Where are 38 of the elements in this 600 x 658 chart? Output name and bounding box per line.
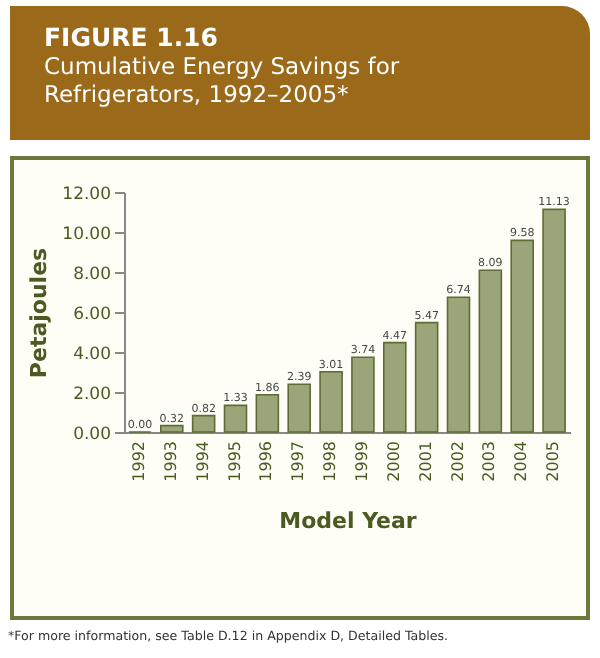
x-tick-label: 2002 [448,441,467,482]
x-tick-label: 2003 [480,441,499,482]
x-tick-label: 1997 [289,441,308,482]
y-tick-label: 10.00 [62,225,111,245]
bar [382,341,407,433]
y-tick-label: 2.00 [73,385,111,405]
y-tick-label: 12.00 [62,185,111,205]
x-tick-label: 1998 [321,441,340,482]
bar [223,404,248,433]
x-axis-title: Model Year [279,507,418,534]
x-tick-label: 1993 [161,441,180,482]
y-tick-label: 6.00 [73,305,111,325]
y-tick-label: 0.00 [73,425,111,445]
bar [191,414,216,433]
chart-title: FIGURE 1.16 [44,22,220,52]
bar [478,269,503,433]
bar [255,394,280,433]
x-tick-label: 1995 [225,441,244,482]
bar [414,321,439,433]
bar [159,424,184,433]
bar [351,356,375,433]
x-tick-label: 1999 [352,441,371,482]
bar [542,208,566,433]
x-tick-label: 2004 [512,441,531,482]
x-tick-label: 1992 [129,441,148,482]
x-tick-label: 1994 [193,441,212,482]
y-tick-label: 4.00 [73,345,111,365]
y-tick-label: 8.00 [73,265,111,285]
bar [446,296,471,433]
bar [287,383,312,433]
x-tick-label: 2005 [544,441,563,482]
x-tick-label: 1996 [257,441,276,482]
x-tick-label: 2000 [384,441,403,482]
x-tick-label: 2001 [416,441,435,482]
bar [319,371,343,433]
chart-subtitle: Cumulative Energy Savings for Refrigerators, 1992–2005* [44,52,402,108]
bar [510,239,535,433]
y-axis-title: Petajoules [26,246,53,379]
